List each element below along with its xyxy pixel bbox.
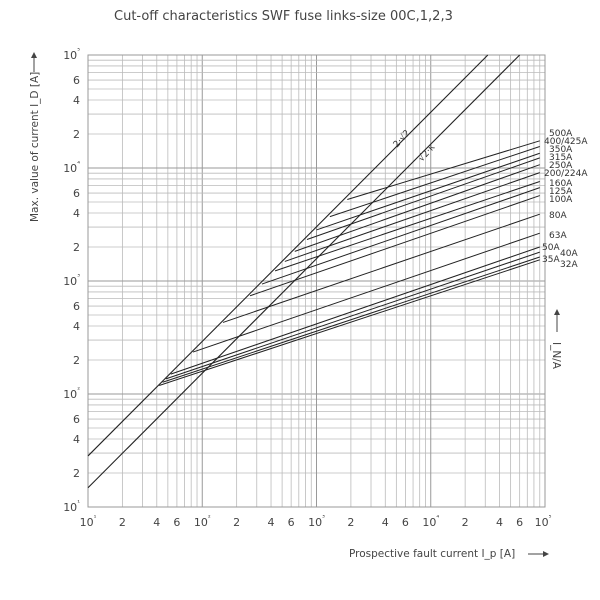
x-tick-label: 4: [496, 516, 503, 529]
series-label: 40A: [560, 249, 578, 259]
series-label: 63A: [549, 231, 567, 241]
y-tick-label: 10⁴: [63, 160, 80, 175]
x-tick-label: 10¹: [80, 514, 97, 529]
series-label: 35A: [542, 255, 560, 265]
series-label: 125A: [549, 187, 573, 197]
y-tick-label: 2: [73, 467, 80, 480]
y-tick-label: 4: [73, 320, 80, 333]
y-tick-label: 4: [73, 207, 80, 220]
series-line-350A: [316, 152, 540, 231]
x-tick-label: 2: [462, 516, 469, 529]
x-tick-label: 6: [516, 516, 523, 529]
x-tick-label: 10⁴: [422, 514, 439, 529]
series-label: 100A: [549, 195, 573, 205]
y-axis-label: Max. value of current I_D [A]: [29, 72, 41, 222]
y-tick-label: 2: [73, 354, 80, 367]
series-line-80A: [222, 213, 540, 323]
y-tick-label: 6: [73, 187, 80, 200]
x-tick-label: 2: [347, 516, 354, 529]
series-line-160A: [274, 180, 540, 272]
series-label: 315A: [549, 153, 573, 163]
y-tick-label: 6: [73, 74, 80, 87]
x-tick-label: 2: [119, 516, 126, 529]
x-tick-label: 10⁵: [535, 514, 552, 529]
reference-line: [87, 54, 521, 489]
series-label: 80A: [549, 211, 567, 221]
series-label: 500A: [549, 129, 573, 139]
series-line-63A: [192, 232, 540, 353]
x-axis-label: Prospective fault current I_p [A]: [349, 548, 515, 560]
y-axis-arrowhead: [31, 52, 37, 58]
x-tick-label: 10²: [194, 514, 211, 529]
series-line-35A: [162, 256, 540, 383]
series-line-100A: [249, 195, 540, 297]
x-tick-label: 2: [233, 516, 240, 529]
x-tick-label: 4: [153, 516, 160, 529]
series-line-40A: [165, 251, 540, 380]
y-tick-label: 10⁵: [63, 47, 80, 62]
right-axis-label: I_N/A: [550, 342, 562, 370]
reference-line-label: 2·√2: [391, 128, 413, 150]
series-line-500A: [347, 140, 540, 201]
x-tick-label: 4: [382, 516, 389, 529]
series-label: 32A: [560, 260, 578, 270]
series-label: 350A: [549, 145, 573, 155]
y-tick-label: 4: [73, 433, 80, 446]
y-tick-label: 10²: [63, 386, 80, 401]
reference-line: [87, 54, 489, 457]
y-tick-label: 4: [73, 94, 80, 107]
series-line-125A: [261, 187, 540, 285]
x-tick-label: 6: [173, 516, 180, 529]
y-tick-label: 10³: [63, 273, 80, 288]
series-line-315A: [306, 157, 540, 240]
chart-title: Cut-off characteristics SWF fuse links-s…: [114, 9, 453, 24]
series-label: 160A: [549, 179, 573, 189]
x-tick-label: 6: [288, 516, 295, 529]
y-tick-label: 10¹: [63, 499, 80, 514]
series-line-32A: [159, 259, 540, 386]
plot-frame: [87, 54, 546, 508]
series-line-400425A: [329, 146, 540, 218]
series-label: 400/425A: [544, 137, 588, 147]
series-line-200224A: [284, 172, 540, 262]
x-tick-label: 10³: [308, 514, 325, 529]
series-label: 250A: [549, 161, 573, 171]
series-label: 200/224A: [544, 169, 588, 179]
y-tick-label: 6: [73, 413, 80, 426]
y-tick-label: 2: [73, 128, 80, 141]
x-tick-label: 6: [402, 516, 409, 529]
right-axis-arrowhead: [554, 309, 560, 315]
series-line-50A: [170, 246, 540, 375]
y-tick-label: 2: [73, 241, 80, 254]
y-tick-label: 6: [73, 300, 80, 313]
series-label: 50A: [542, 243, 560, 253]
x-axis-arrowhead: [543, 551, 549, 557]
series-line-250A: [294, 164, 540, 252]
x-tick-label: 4: [268, 516, 275, 529]
